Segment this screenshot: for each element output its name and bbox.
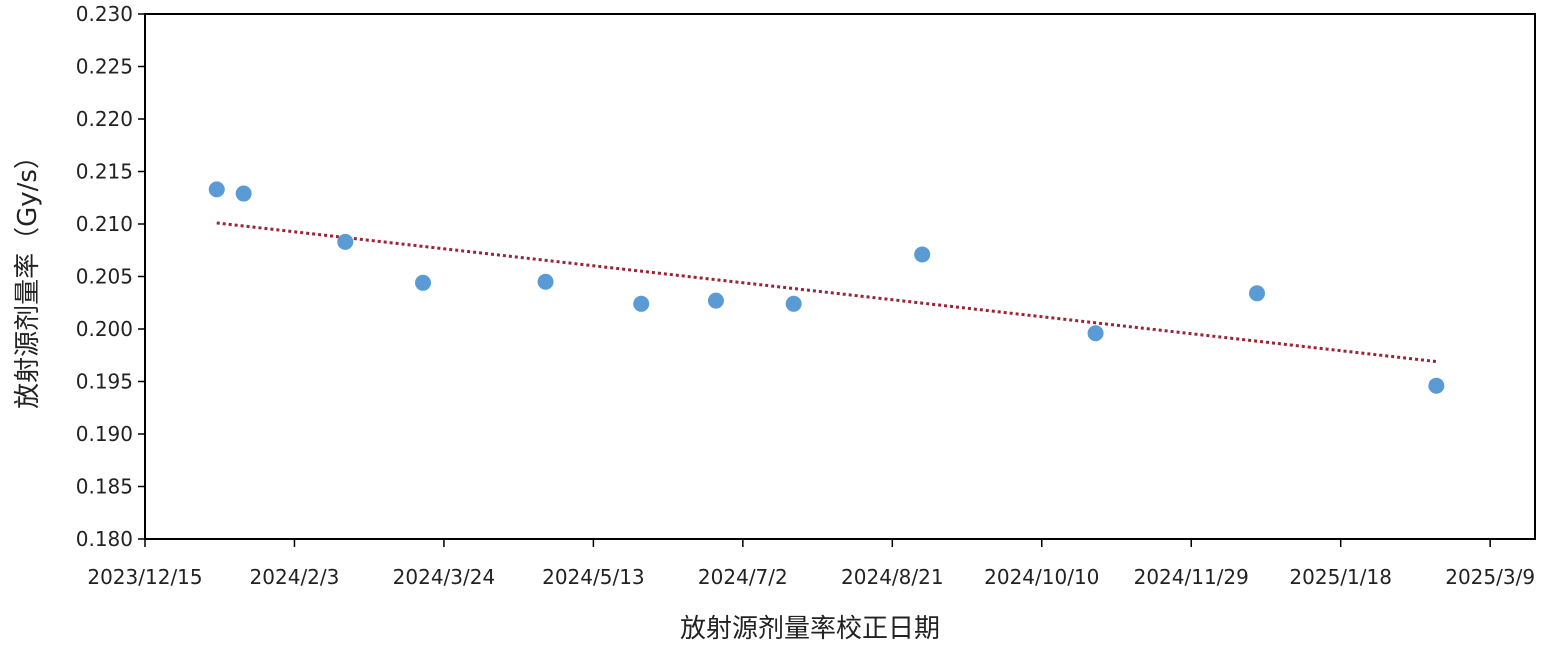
y-tick-label: 0.220 xyxy=(76,107,133,131)
x-tick-label: 2025/3/9 xyxy=(1445,565,1535,589)
x-tick-label: 2024/2/3 xyxy=(250,565,340,589)
data-point xyxy=(337,233,354,250)
data-point xyxy=(785,295,802,312)
x-tick-label: 2023/12/15 xyxy=(87,565,202,589)
plot-area xyxy=(144,13,1536,540)
y-tick-label: 0.230 xyxy=(76,2,133,26)
data-point xyxy=(537,273,554,290)
y-tick-label: 0.210 xyxy=(76,212,133,236)
x-tick-label: 2024/11/29 xyxy=(1134,565,1249,589)
data-point xyxy=(1249,285,1265,302)
y-tick-label: 0.190 xyxy=(76,422,133,446)
x-tick-label: 2025/1/18 xyxy=(1289,565,1392,589)
data-point xyxy=(914,246,931,263)
trendline-layer xyxy=(216,221,1437,364)
data-point xyxy=(208,181,225,198)
data-points xyxy=(208,181,1445,394)
data-point xyxy=(633,295,650,312)
y-axis-title: 放射源剂量率（Gy/s） xyxy=(13,143,43,409)
y-tick-label: 0.180 xyxy=(76,527,133,551)
y-tick-label: 0.225 xyxy=(76,55,133,79)
trendline xyxy=(216,221,1437,364)
x-tick-label: 2024/10/10 xyxy=(984,565,1099,589)
y-axis-ticks: 0.180 0.185 0.190 0.195 0.200 0.205 0.210 0.215… xyxy=(76,2,145,551)
data-point xyxy=(1087,325,1104,342)
x-axis-title: 放射源剂量率校正日期 xyxy=(680,614,940,644)
x-tick-label: 2024/3/24 xyxy=(393,565,496,589)
data-point xyxy=(415,274,431,291)
x-axis-ticks: 2023/12/15 2024/2/3 2024/3/24 2024/5/13 2024… xyxy=(87,539,1535,589)
data-point xyxy=(235,185,252,202)
y-tick-label: 0.215 xyxy=(76,160,133,184)
x-tick-label: 2024/5/13 xyxy=(542,565,645,589)
data-point xyxy=(707,292,724,309)
y-tick-label: 0.205 xyxy=(76,265,133,289)
y-tick-label: 0.195 xyxy=(76,370,133,394)
x-tick-label: 2024/7/2 xyxy=(698,565,788,589)
y-tick-label: 0.185 xyxy=(76,475,133,499)
data-point xyxy=(1428,377,1445,394)
x-tick-label: 2024/8/21 xyxy=(841,565,944,589)
y-tick-label: 0.200 xyxy=(76,317,133,341)
